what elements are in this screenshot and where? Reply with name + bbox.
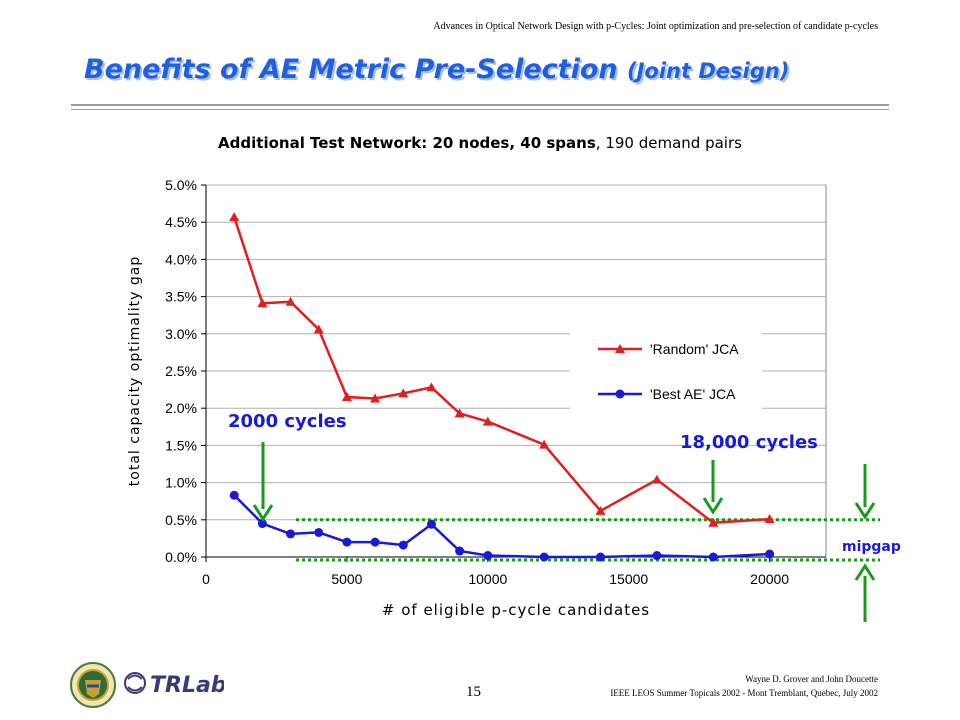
page-number: 15 (466, 684, 481, 700)
data-point-best-ae (286, 529, 296, 539)
data-point-random (370, 393, 381, 403)
data-point-random (539, 439, 550, 449)
x-tick-label: 15000 (609, 571, 648, 587)
legend-marker-triangle (615, 344, 625, 353)
y-tick-label: 1.5% (165, 437, 197, 453)
data-point-random (454, 408, 465, 418)
chart-title: Additional Test Network: 20 nodes, 40 sp… (0, 134, 960, 152)
arrow-2000-head (252, 504, 274, 522)
y-tick-label: 2.5% (165, 363, 197, 379)
data-point-random (482, 416, 493, 426)
chart-title-rest: , 190 demand pairs (595, 134, 742, 152)
data-point-best-ae (596, 552, 606, 562)
mipgap-label: mipgap (842, 539, 901, 555)
arrow-18000-head (702, 497, 724, 515)
title-rule (71, 104, 889, 106)
data-point-best-ae (426, 519, 436, 529)
x-tick-label: 10000 (468, 571, 507, 587)
y-tick-label: 0.0% (165, 549, 197, 565)
data-point-random (398, 388, 409, 398)
y-tick-label: 3.5% (165, 289, 197, 305)
y-tick-label: 4.0% (165, 251, 197, 267)
data-point-best-ae (765, 549, 775, 559)
legend-entry: 'Random' JCA (650, 341, 739, 357)
data-point-random (341, 392, 352, 402)
legend-box (570, 327, 762, 409)
data-point-best-ae (539, 552, 549, 562)
annotation-2000-cycles: 2000 cycles (228, 411, 347, 432)
data-point-best-ae (314, 527, 324, 537)
data-point-random (708, 517, 719, 527)
footer-venue: IEEE LEOS Summer Topicals 2002 - Mont Tr… (610, 688, 878, 698)
y-tick-label: 1.0% (165, 475, 197, 491)
x-tick-label: 20000 (750, 571, 789, 587)
data-point-random (257, 298, 268, 308)
data-point-random (764, 514, 775, 524)
title-rule-thin (71, 109, 889, 110)
slide-title-suffix: (Joint Design) (627, 59, 790, 83)
data-point-random (285, 296, 296, 306)
data-point-best-ae (455, 546, 465, 556)
data-point-best-ae (652, 551, 662, 561)
trlabs-logo: TRLabs (124, 672, 224, 698)
x-axis-label: # of eligible p-cycle candidates (382, 601, 650, 619)
footer-authors: Wayne D. Grover and John Doucette (745, 674, 878, 684)
data-point-best-ae (342, 537, 352, 547)
university-seal-logo (70, 662, 116, 708)
data-point-best-ae (398, 540, 408, 550)
data-point-best-ae (708, 552, 718, 562)
y-axis-label: total capacity optimality gap (127, 256, 143, 486)
x-tick-label: 0 (202, 571, 210, 587)
data-point-best-ae (257, 519, 267, 529)
slide-title: Benefits of AE Metric Pre-Selection (Joi… (84, 54, 789, 85)
chart-title-bold: Additional Test Network: 20 nodes, 40 sp… (218, 134, 596, 152)
slide-title-main: Benefits of AE Metric Pre-Selection (84, 54, 618, 85)
mipgap-arrow-bottom-head (854, 563, 876, 581)
data-point-best-ae (229, 490, 239, 500)
data-point-best-ae (370, 537, 380, 547)
y-tick-label: 0.5% (165, 512, 197, 528)
data-point-best-ae (483, 551, 493, 561)
data-point-random (651, 474, 662, 484)
data-point-random (229, 211, 240, 221)
data-point-random (595, 505, 606, 515)
annotation-18000-cycles: 18,000 cycles (680, 432, 818, 453)
slide-header: Advances in Optical Network Design with … (433, 21, 878, 32)
x-tick-label: 5000 (331, 571, 362, 587)
y-tick-label: 3.0% (165, 326, 197, 342)
trlabs-logo-text: TRLabs (150, 673, 224, 698)
data-point-random (313, 324, 324, 334)
y-tick-label: 4.5% (165, 214, 197, 230)
legend-entry: 'Best AE' JCA (650, 386, 736, 402)
y-tick-label: 5.0% (165, 177, 197, 193)
y-tick-label: 2.0% (165, 400, 197, 416)
data-point-random (426, 382, 437, 392)
legend-marker-circle (615, 389, 625, 399)
mipgap-arrow-top-head (854, 502, 876, 520)
